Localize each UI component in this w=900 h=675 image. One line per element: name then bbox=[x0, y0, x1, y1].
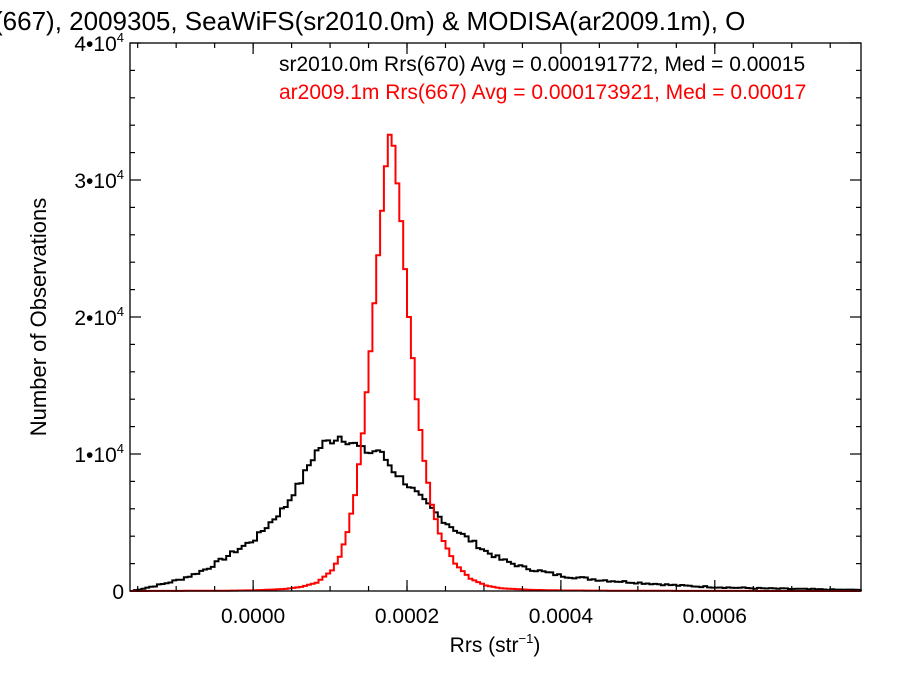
x-axis-label-exponent: −1 bbox=[519, 631, 534, 646]
chart-title: (667), 2009305, SeaWiFS(sr2010.0m) & MOD… bbox=[0, 6, 745, 36]
y-axis-label: Number of Observations bbox=[26, 198, 51, 436]
y-tick-label: 2•104 bbox=[74, 304, 124, 330]
x-axis-label-close: ) bbox=[533, 634, 540, 657]
x-tick-label: 0.0006 bbox=[683, 605, 747, 628]
plot-frame bbox=[129, 42, 862, 592]
series-line-modisa bbox=[130, 133, 861, 592]
series-line-seawifs bbox=[130, 435, 862, 592]
legend-annotation-modisa: ar2009.1m Rrs(667) Avg = 0.000173921, Me… bbox=[279, 81, 806, 104]
y-tick-label: 1•104 bbox=[74, 441, 124, 467]
x-axis-label: Rrs (str−1) bbox=[450, 631, 541, 657]
x-tick-label: 0.0002 bbox=[375, 605, 439, 628]
y-tick-label: 4•104 bbox=[74, 30, 124, 56]
y-tick-label: 3•104 bbox=[74, 167, 124, 193]
legend-annotation-seawifs: sr2010.0m Rrs(670) Avg = 0.000191772, Me… bbox=[279, 53, 805, 76]
x-axis-label-main: Rrs (str bbox=[450, 634, 519, 657]
series-lines bbox=[130, 133, 862, 592]
y-tick-label: 0 bbox=[112, 581, 124, 604]
x-tick-label: 0.0000 bbox=[221, 605, 285, 628]
axis-ticks: 0.0000 0.0002 0.0004 0.0006 0 1•104 2•104 3•104… bbox=[74, 30, 861, 628]
x-tick-label: 0.0004 bbox=[529, 605, 594, 628]
